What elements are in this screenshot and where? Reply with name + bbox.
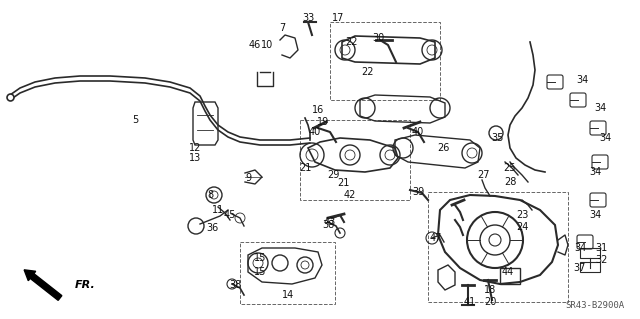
Bar [240, 242, 335, 304]
Bar [580, 248, 600, 258]
Text: 14: 14 [282, 290, 294, 300]
Bar [330, 22, 440, 100]
Text: 38: 38 [322, 220, 334, 230]
Bar [428, 192, 568, 302]
Text: 29: 29 [327, 170, 339, 180]
Text: 38: 38 [229, 280, 241, 290]
Text: 34: 34 [574, 243, 586, 253]
Text: 22: 22 [362, 67, 374, 77]
Bar [500, 268, 520, 284]
Text: 9: 9 [245, 173, 251, 183]
Text: 24: 24 [516, 222, 528, 232]
Text: 21: 21 [337, 178, 349, 188]
Text: 36: 36 [206, 223, 218, 233]
Text: 34: 34 [594, 103, 606, 113]
Bar [300, 120, 410, 200]
Text: 37: 37 [574, 263, 586, 273]
Text: 41: 41 [464, 297, 476, 307]
Text: FR.: FR. [75, 280, 96, 290]
Text: 15: 15 [254, 267, 266, 277]
Text: 10: 10 [261, 40, 273, 50]
Text: 13: 13 [189, 153, 201, 163]
Text: 22: 22 [346, 37, 358, 47]
Text: 46: 46 [249, 40, 261, 50]
Text: 30: 30 [372, 33, 384, 43]
Text: 15: 15 [254, 253, 266, 263]
Text: 27: 27 [477, 170, 490, 180]
Bar [580, 262, 600, 272]
Text: 23: 23 [516, 210, 528, 220]
Text: 33: 33 [302, 13, 314, 23]
Text: 40: 40 [412, 127, 424, 137]
Text: 5: 5 [132, 115, 138, 125]
Text: 12: 12 [189, 143, 201, 153]
Text: 20: 20 [484, 297, 496, 307]
Text: 8: 8 [207, 190, 213, 200]
Text: 32: 32 [595, 255, 607, 265]
Text: 39: 39 [412, 187, 424, 197]
Text: 16: 16 [312, 105, 324, 115]
Text: 19: 19 [317, 117, 329, 127]
Text: 45: 45 [224, 210, 236, 220]
Text: 18: 18 [484, 285, 496, 295]
Text: 34: 34 [589, 167, 601, 177]
Text: 47: 47 [430, 233, 442, 243]
Text: 26: 26 [437, 143, 449, 153]
Text: 40: 40 [309, 127, 321, 137]
Text: 35: 35 [492, 133, 504, 143]
Text: 21: 21 [299, 163, 311, 173]
Text: 42: 42 [344, 190, 356, 200]
Text: 43: 43 [324, 217, 336, 227]
Text: SR43-B2900A: SR43-B2900A [565, 301, 624, 310]
Text: 34: 34 [589, 210, 601, 220]
Text: 7: 7 [279, 23, 285, 33]
Text: 44: 44 [502, 267, 514, 277]
Text: 34: 34 [599, 133, 611, 143]
FancyArrow shape [24, 270, 62, 300]
Text: 28: 28 [504, 177, 516, 187]
Text: 31: 31 [595, 243, 607, 253]
Text: 17: 17 [332, 13, 344, 23]
Text: 25: 25 [504, 163, 516, 173]
Text: 11: 11 [212, 205, 224, 215]
Text: 34: 34 [576, 75, 588, 85]
